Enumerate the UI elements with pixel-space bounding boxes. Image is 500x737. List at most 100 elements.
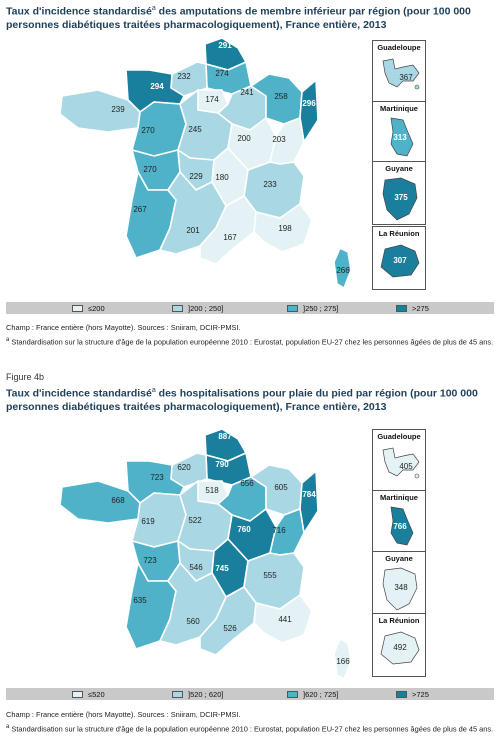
island-martinique — [390, 117, 414, 157]
region-value-rhone-alpes: 233 — [263, 180, 277, 189]
inset-map: 307 — [380, 244, 420, 278]
inset-map: 492 — [380, 631, 420, 665]
region-languedoc — [199, 195, 257, 265]
legend-swatch — [287, 305, 298, 312]
island-marie-galante — [414, 473, 420, 479]
region-value-champagne: 656 — [240, 479, 254, 488]
region-value-aquitaine: 635 — [133, 596, 147, 605]
region-value-basse-normandie: 294 — [150, 82, 164, 91]
region-value-idf: 518 — [205, 486, 219, 495]
inset-value-guyane: 348 — [394, 583, 408, 592]
inset-value-martinique: 313 — [393, 133, 407, 142]
legend-item: ]520 ; 620] — [172, 690, 223, 699]
region-corse — [333, 247, 352, 289]
island-marie-galante — [414, 84, 420, 90]
legend-swatch — [172, 691, 183, 698]
legend-item: ]200 ; 250] — [172, 304, 223, 313]
region-value-aquitaine: 267 — [133, 205, 147, 214]
region-value-franche-comte: 716 — [272, 526, 286, 535]
inset-value-guadeloupe: 367 — [399, 73, 413, 82]
region-paca — [253, 594, 313, 644]
legend-swatch — [72, 305, 83, 312]
source-note-2: Champ : France entière (hors Mayotte). S… — [6, 710, 241, 719]
standardisation-note-2: a Standardisation sur la structure d'âge… — [6, 724, 494, 734]
island-guadeloupe — [382, 58, 420, 88]
region-value-poitou: 723 — [143, 556, 157, 565]
region-value-pays-loire: 619 — [141, 517, 155, 526]
inset-reunion-2: La Réunion 492 — [372, 613, 426, 677]
inset-value-martinique: 766 — [393, 522, 407, 531]
region-value-auvergne: 745 — [215, 564, 229, 573]
island-guyane — [382, 567, 418, 611]
legend-swatch — [396, 691, 407, 698]
region-value-languedoc: 526 — [223, 624, 237, 633]
legend-item: >725 — [396, 690, 429, 699]
region-value-bourgogne: 760 — [237, 525, 251, 534]
region-value-auvergne: 180 — [215, 173, 229, 182]
figure-2-label: Figure 4b — [6, 372, 45, 382]
region-value-idf: 174 — [205, 95, 219, 104]
inset-guadeloupe-2: Guadeloupe 405 — [372, 429, 426, 493]
region-value-paca: 441 — [278, 615, 292, 624]
region-value-alsace: 784 — [302, 490, 316, 499]
inset-name: Guadeloupe — [377, 43, 421, 52]
region-value-midi-pyrenees: 201 — [186, 226, 200, 235]
legend-2: ≤520 ]520 ; 620] ]620 ; 725] >725 — [6, 688, 494, 700]
figure-1-title: Taux d'incidence standardiséa des amputa… — [6, 5, 471, 31]
inset-value-guadeloupe: 405 — [399, 462, 413, 471]
region-value-basse-normandie: 723 — [150, 473, 164, 482]
legend-swatch — [396, 305, 407, 312]
inset-guyane-1: Guyane 375 — [372, 161, 426, 225]
legend-1: ≤200 ]200 ; 250] ]250 ; 275] >275 — [6, 302, 494, 314]
region-alsace — [299, 470, 319, 534]
region-languedoc — [199, 586, 257, 656]
region-value-pays-loire: 270 — [141, 126, 155, 135]
inset-guyane-2: Guyane 348 — [372, 551, 426, 615]
inset-name: Martinique — [380, 493, 418, 502]
legend-item: ]250 ; 275] — [287, 304, 338, 313]
island-reunion — [380, 244, 420, 278]
region-value-picardie: 790 — [215, 460, 229, 469]
inset-map: 313 — [390, 117, 414, 157]
region-value-limousin: 229 — [189, 172, 203, 181]
region-value-haute-normandie: 620 — [177, 463, 191, 472]
region-value-poitou: 270 — [143, 165, 157, 174]
inset-value-guyane: 375 — [394, 193, 408, 202]
region-value-bretagne: 668 — [111, 496, 125, 505]
legend-item: ]620 ; 725] — [287, 690, 338, 699]
island-guyane — [382, 177, 418, 221]
region-value-bretagne: 239 — [111, 105, 125, 114]
inset-name: La Réunion — [378, 616, 420, 625]
island-reunion — [380, 631, 420, 665]
region-value-franche-comte: 203 — [272, 135, 286, 144]
inset-name: La Réunion — [378, 229, 420, 238]
region-value-picardie: 274 — [215, 69, 229, 78]
inset-value-reunion: 492 — [393, 643, 407, 652]
region-value-bourgogne: 200 — [237, 134, 251, 143]
standardisation-note-1: a Standardisation sur la structure d'âge… — [6, 337, 494, 347]
map-amputations: 291 274 232 294 239 174 241 258 296 270 245 200 203 2… — [59, 37, 352, 289]
inset-name: Guadeloupe — [377, 432, 421, 441]
inset-map: 367 — [382, 58, 420, 90]
region-value-corse: 266 — [336, 266, 350, 275]
legend-swatch — [172, 305, 183, 312]
region-value-centre: 245 — [188, 125, 202, 134]
region-value-nord-pdc: 291 — [218, 41, 232, 50]
region-value-midi-pyrenees: 560 — [186, 617, 200, 626]
legend-swatch — [72, 691, 83, 698]
legend-item: >275 — [396, 304, 429, 313]
inset-guadeloupe-1: Guadeloupe 367 — [372, 40, 426, 104]
inset-name: Guyane — [385, 554, 413, 563]
region-value-limousin: 546 — [189, 563, 203, 572]
region-value-lorraine: 605 — [274, 483, 288, 492]
region-value-languedoc: 167 — [223, 233, 237, 242]
inset-map: 375 — [382, 177, 418, 221]
legend-item: ≤200 — [72, 304, 105, 313]
region-value-nord-pdc: 887 — [218, 432, 232, 441]
region-value-rhone-alpes: 555 — [263, 571, 277, 580]
region-value-paca: 198 — [278, 224, 292, 233]
map-hospitalisations: 887 790 620 723 668 518 656 605 784 619 522 760 716 7… — [59, 428, 352, 680]
inset-map: 405 — [382, 447, 420, 479]
inset-map: 348 — [382, 567, 418, 611]
legend-item: ≤520 — [72, 690, 105, 699]
